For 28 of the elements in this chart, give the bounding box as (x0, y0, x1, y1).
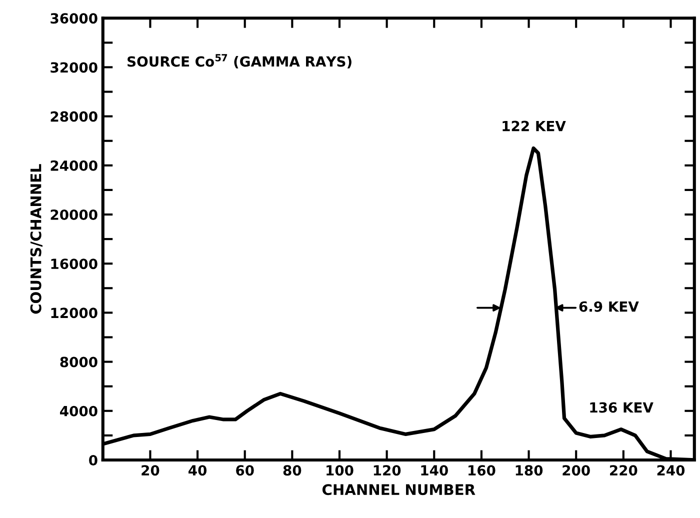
x-tick-label: 240 (657, 465, 685, 476)
x-tick-label: 60 (236, 465, 254, 476)
x-tick-label: 200 (562, 465, 590, 476)
annotation: SOURCE Co$^{57}$ (GAMMA RAYS) (128, 54, 352, 68)
x-tick-label: 220 (610, 465, 638, 476)
annotation: 122 KEV (502, 120, 566, 132)
x-tick-label: 120 (374, 465, 401, 476)
y-tick-label: 20000 (50, 209, 98, 220)
y-tick-label: 8000 (60, 356, 98, 368)
y-tick-label: 16000 (51, 258, 98, 270)
y-tick-label: 24000 (50, 160, 98, 171)
x-tick-label: 140 (421, 465, 448, 476)
y-tick-label: 28000 (50, 111, 98, 122)
y-tick-label: 32000 (50, 62, 98, 73)
x-tick-label: 180 (516, 465, 543, 476)
y-tick-label: 4000 (60, 406, 98, 416)
x-tick-label: 80 (283, 465, 302, 476)
x-axis-title: CHANNEL NUMBER (322, 484, 476, 496)
annotation: 6.9 KEV (579, 301, 639, 312)
x-tick-label: 160 (468, 465, 496, 476)
y-axis-title: COUNTS/CHANNEL (30, 164, 42, 314)
x-tick-label: 40 (188, 465, 207, 476)
y-tick-label: 12000 (51, 308, 98, 318)
x-tick-label: 20 (142, 465, 160, 476)
y-tick-label: 36000 (50, 13, 98, 24)
x-tick-label: 100 (326, 465, 354, 476)
annotation: 136 KEV (590, 402, 654, 413)
y-tick-label: 0 (89, 454, 98, 466)
